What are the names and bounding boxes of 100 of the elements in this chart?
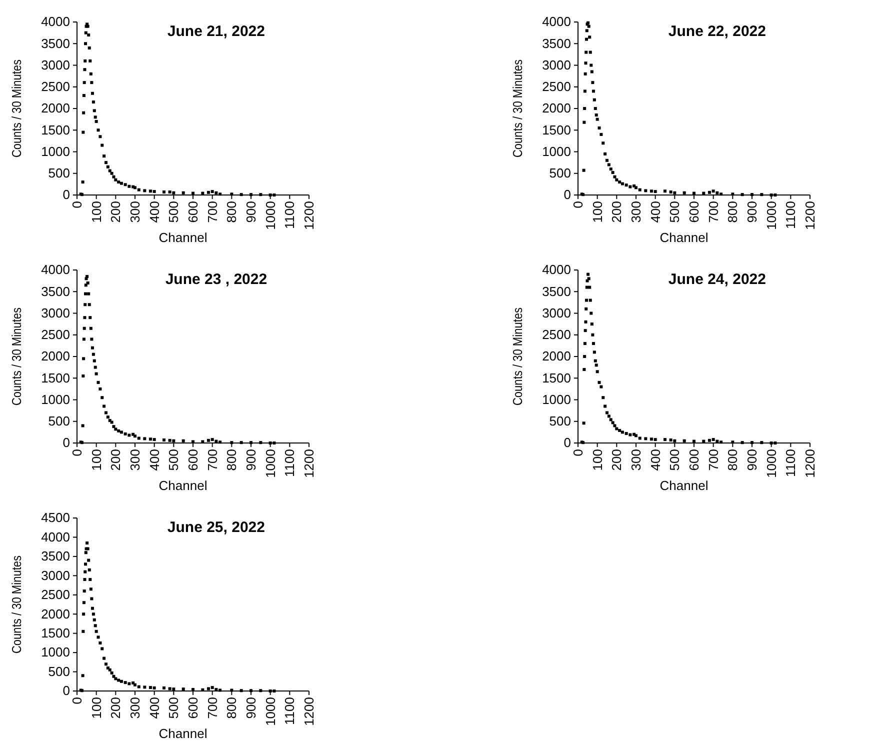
y-tick-label: 3500 xyxy=(41,36,70,51)
x-tick-label: 300 xyxy=(128,697,142,719)
x-tick-label: 700 xyxy=(706,201,721,223)
x-tick-label: 500 xyxy=(667,201,682,223)
x-tick-label: 1100 xyxy=(282,449,298,477)
y-tick-label: 2000 xyxy=(41,100,70,116)
x-tick-label: 1200 xyxy=(802,201,818,230)
y-tick-label: 4000 xyxy=(41,529,70,544)
x-tick-label: 400 xyxy=(146,449,162,471)
y-tick-label: 2500 xyxy=(542,79,571,94)
chart-title: June 24, 2022 xyxy=(668,271,766,288)
x-tick-label: 1000 xyxy=(764,449,779,478)
y-tick-label: 2000 xyxy=(542,100,571,116)
y-tick-label: 500 xyxy=(48,166,70,181)
x-tick-label: 200 xyxy=(108,697,124,719)
y-tick-label: 3500 xyxy=(41,284,70,299)
y-tick-label: 2500 xyxy=(41,327,70,342)
x-tick-label: 700 xyxy=(204,697,220,719)
y-tick-label: 3500 xyxy=(542,284,571,299)
y-tick-label: 1500 xyxy=(41,370,70,386)
x-tick-label: 600 xyxy=(186,697,200,719)
y-tick-label: 500 xyxy=(549,166,571,181)
x-tick-label: 800 xyxy=(224,449,240,471)
x-tick-label: 400 xyxy=(146,697,162,719)
x-tick-label: 900 xyxy=(744,201,760,223)
y-tick-label: 1500 xyxy=(41,122,70,138)
y-tick-label: 3000 xyxy=(41,57,70,72)
chart-title: June 22, 2022 xyxy=(668,23,766,40)
x-tick-label: 0 xyxy=(70,449,84,456)
x-tick-label: 800 xyxy=(224,697,240,719)
y-tick-label: 3500 xyxy=(41,548,70,564)
x-tick-label: 200 xyxy=(108,449,124,471)
x-tick-label: 300 xyxy=(128,201,142,223)
y-tick-label: 2500 xyxy=(41,79,70,94)
x-tick-label: 300 xyxy=(128,449,142,471)
chart-title: June 21, 2022 xyxy=(167,23,265,40)
x-tick-label: 1200 xyxy=(302,449,316,478)
x-tick-label: 600 xyxy=(686,201,702,223)
y-axis-title: Counts / 30 Minutes xyxy=(510,307,526,406)
x-tick-label: 800 xyxy=(725,449,740,471)
y-tick-label: 3500 xyxy=(542,36,571,51)
y-tick-label: 3000 xyxy=(41,305,70,320)
x-tick-label: 500 xyxy=(166,449,182,471)
y-tick-label: 500 xyxy=(549,414,571,429)
x-tick-label: 200 xyxy=(609,449,624,471)
y-tick-label: 4000 xyxy=(542,262,571,278)
x-tick-label: 1000 xyxy=(764,201,779,230)
x-tick-label: 500 xyxy=(667,449,682,471)
y-tick-label: 4000 xyxy=(41,14,70,30)
x-tick-label: 900 xyxy=(244,697,258,719)
y-axis-title: Counts / 30 Minutes xyxy=(9,59,24,158)
x-tick-label: 1000 xyxy=(262,697,278,726)
chart-title: June 23 , 2022 xyxy=(165,271,268,288)
x-axis-title: Channel xyxy=(158,230,208,245)
x-tick-label: 100 xyxy=(88,449,104,471)
y-axis-title: Counts / 30 Minutes xyxy=(9,307,24,406)
y-axis-title: Counts / 30 Minutes xyxy=(510,59,526,158)
y-tick-label: 1000 xyxy=(41,144,70,159)
y-tick-label: 1000 xyxy=(542,392,571,407)
x-tick-label: 1100 xyxy=(282,697,298,725)
y-tick-label: 3000 xyxy=(41,568,70,583)
x-tick-label: 600 xyxy=(186,449,200,471)
x-tick-label: 700 xyxy=(706,449,721,471)
x-tick-label: 1100 xyxy=(783,201,798,229)
x-tick-label: 300 xyxy=(628,201,644,223)
y-tick-label: 2000 xyxy=(542,348,571,364)
x-tick-label: 800 xyxy=(725,201,740,223)
x-tick-label: 900 xyxy=(244,449,258,471)
x-tick-label: 100 xyxy=(590,449,605,471)
x-tick-label: 700 xyxy=(204,449,220,471)
x-tick-label: 800 xyxy=(224,201,240,223)
x-axis-title: Channel xyxy=(660,230,708,245)
x-tick-label: 100 xyxy=(88,697,104,719)
x-tick-label: 100 xyxy=(88,201,104,223)
y-tick-label: 2500 xyxy=(542,327,571,342)
x-tick-label: 400 xyxy=(648,449,663,471)
y-tick-label: 0 xyxy=(62,683,70,698)
x-tick-label: 1000 xyxy=(262,449,278,478)
x-tick-label: 1100 xyxy=(282,201,298,229)
y-tick-label: 1500 xyxy=(41,625,70,640)
x-tick-label: 300 xyxy=(628,449,644,471)
x-axis-title: Channel xyxy=(158,726,208,741)
x-tick-label: 500 xyxy=(166,201,182,223)
x-tick-label: 0 xyxy=(70,201,84,208)
y-tick-label: 2000 xyxy=(41,606,70,622)
x-axis-title: Channel xyxy=(158,478,208,493)
y-tick-label: 2500 xyxy=(41,587,70,602)
y-tick-label: 1500 xyxy=(542,370,571,386)
x-tick-label: 200 xyxy=(609,201,624,223)
y-tick-label: 3000 xyxy=(542,57,571,72)
x-tick-label: 0 xyxy=(70,697,84,704)
x-axis-title: Channel xyxy=(660,478,708,493)
x-tick-label: 600 xyxy=(186,201,200,223)
x-tick-label: 1200 xyxy=(802,449,818,478)
y-tick-label: 4000 xyxy=(41,262,70,278)
x-tick-label: 700 xyxy=(204,201,220,223)
x-tick-label: 400 xyxy=(146,201,162,223)
x-tick-label: 1100 xyxy=(783,449,798,477)
y-tick-label: 4500 xyxy=(41,510,70,526)
chart-title: June 25, 2022 xyxy=(167,519,265,536)
